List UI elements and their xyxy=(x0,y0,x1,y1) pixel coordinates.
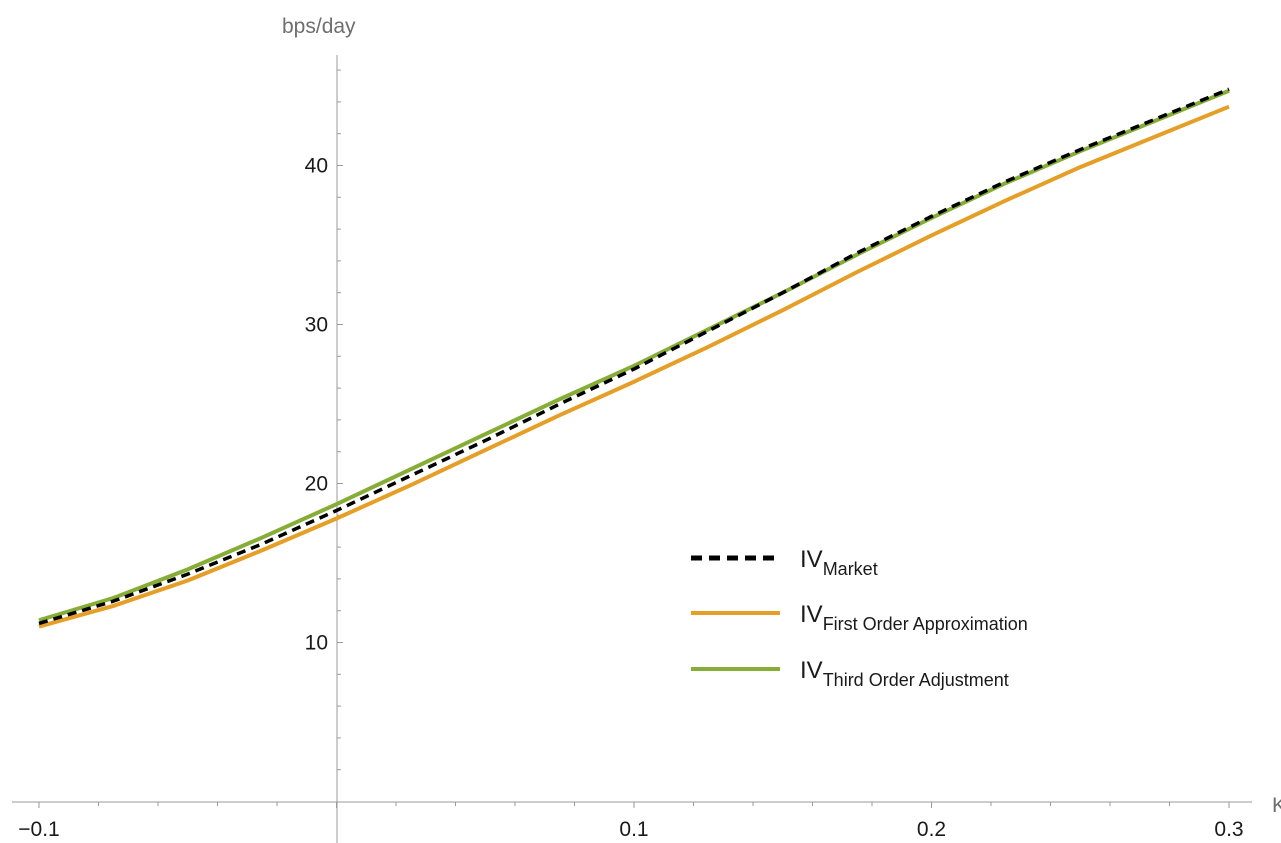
y-axis-label: bps/day xyxy=(282,15,356,38)
y-tick-label: 40 xyxy=(305,155,328,178)
series-line-market xyxy=(38,87,1230,626)
x-tick-label: −0.1 xyxy=(18,818,59,841)
legend-label-subscript: Market xyxy=(823,559,878,579)
y-tick-label: 20 xyxy=(305,473,328,496)
axes: −0.1 0.1 0.2 0.3 10 20 30 40 xyxy=(12,55,1252,843)
legend-label-subscript: Third Order Adjustment xyxy=(823,670,1009,690)
axis-ticks: −0.1 0.1 0.2 0.3 10 20 30 40 xyxy=(18,69,1244,841)
x-tick-label: 0.1 xyxy=(619,818,648,841)
legend-label-main: IV xyxy=(800,546,823,573)
legend-label: IVFirst Order Approximation xyxy=(800,601,1028,634)
legend-label-main: IV xyxy=(800,601,823,628)
legend-label: IVThird Order Adjustment xyxy=(800,657,1009,690)
x-axis-label: K xyxy=(1272,794,1281,817)
series-layer xyxy=(38,87,1230,629)
series-line-third-order-adjustment xyxy=(38,88,1230,623)
x-tick-label: 0.2 xyxy=(917,818,946,841)
y-tick-label: 10 xyxy=(305,632,328,655)
legend-label-subscript: First Order Approximation xyxy=(823,614,1028,634)
y-tick-label: 30 xyxy=(305,314,328,337)
series-line-first-order-approximation xyxy=(38,104,1230,629)
legend-label: IVMarket xyxy=(800,546,878,579)
x-tick-label: 0.3 xyxy=(1214,818,1243,841)
legend-label-main: IV xyxy=(800,657,823,684)
